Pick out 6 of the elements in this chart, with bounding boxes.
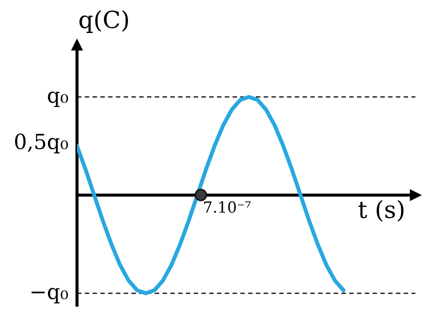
annotation: 7.10⁻⁷ [204, 201, 251, 213]
text: 0,5q₀ [15, 134, 68, 154]
x-axis-title: t (s) [358, 200, 404, 222]
y-axis-title: q(C) [79, 10, 128, 33]
ref-line-label: q₀ [48, 92, 68, 108]
ref-line-label: −q₀ [32, 288, 68, 304]
